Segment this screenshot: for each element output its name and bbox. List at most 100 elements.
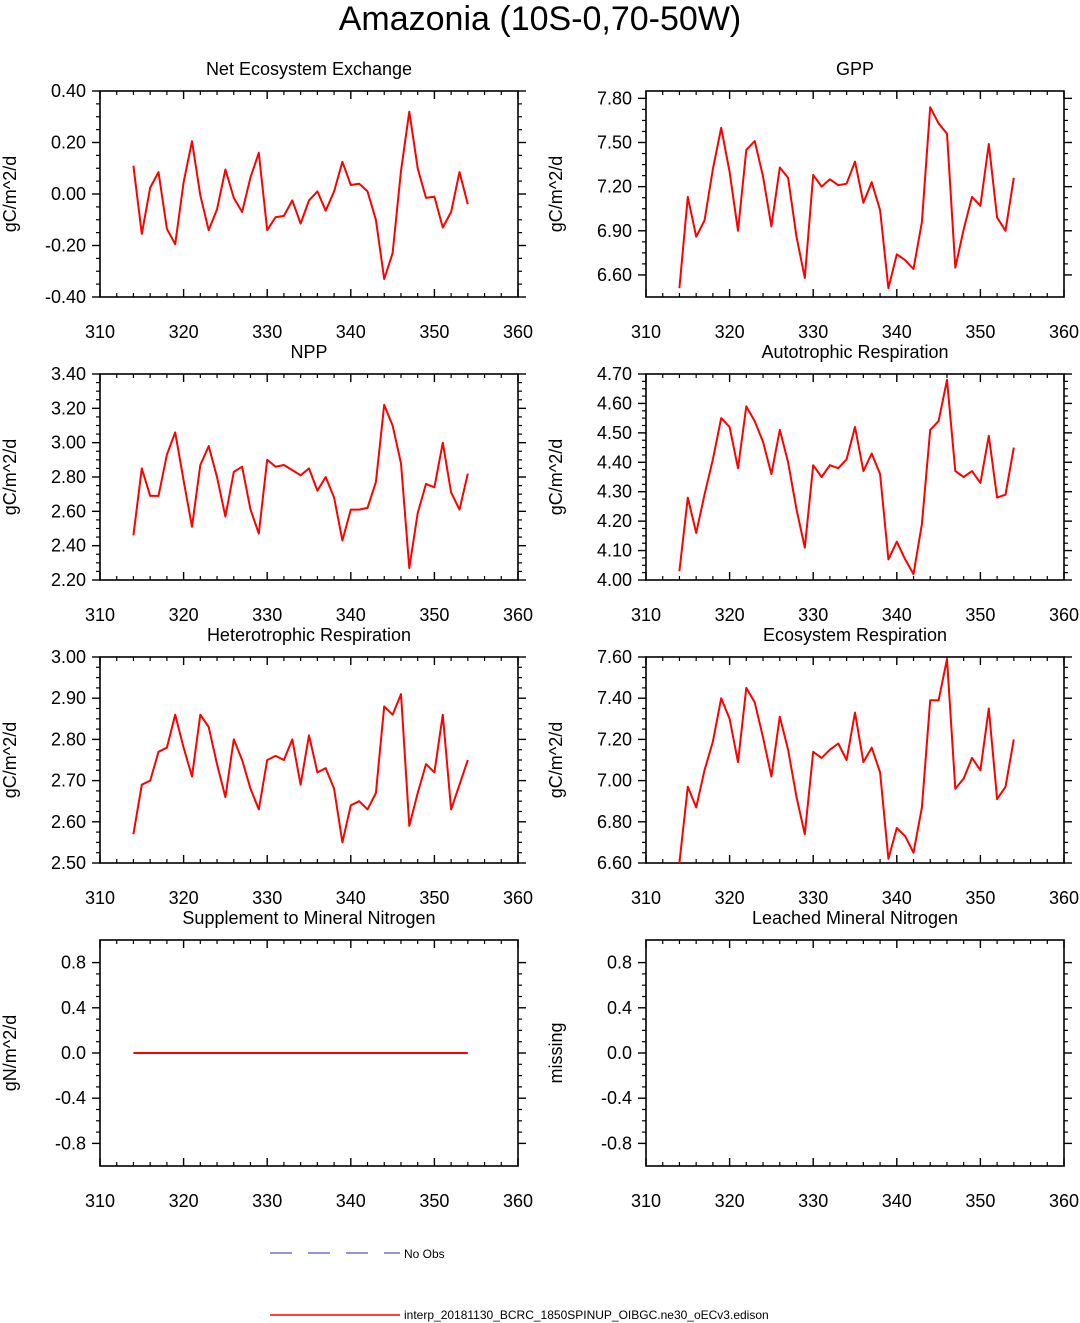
y-tick-label: -0.20 [45,236,86,256]
x-tick-label: 320 [715,888,745,908]
y-tick-label: 4.30 [597,482,632,502]
y-tick-label: 2.20 [51,570,86,590]
x-tick-label: 340 [882,888,912,908]
x-tick-label: 320 [169,605,199,625]
y-tick-label: -0.4 [55,1088,86,1108]
x-tick-label: 360 [1049,1191,1079,1211]
y-tick-label: -0.8 [601,1133,632,1153]
legend-label-model: interp_20181130_BCRC_1850SPINUP_OIBGC.ne… [404,1308,769,1322]
y-axis-label: missing [546,1022,566,1083]
x-tick-label: 340 [882,322,912,342]
x-tick-label: 360 [503,1191,533,1211]
x-tick-label: 350 [965,1191,995,1211]
x-tick-label: 340 [882,1191,912,1211]
y-tick-label: 7.60 [597,647,632,667]
chart-panel-6: Ecosystem Respiration gC/m^2/d 310 320 330 34… [546,625,1079,908]
y-tick-label: -0.8 [55,1133,86,1153]
y-tick-label: 2.60 [51,501,86,521]
panel-title: NPP [290,342,327,362]
x-tick-label: 350 [419,322,449,342]
x-tick-label: 310 [631,888,661,908]
y-tick-label: 4.70 [597,364,632,384]
x-tick-label: 330 [252,888,282,908]
y-tick-label: 0.8 [607,953,632,973]
x-tick-label: 320 [715,1191,745,1211]
y-tick-label: 7.50 [597,133,632,153]
x-tick-label: 310 [85,605,115,625]
x-tick-label: 330 [798,322,828,342]
y-tick-label: 4.20 [597,511,632,531]
series-line [132,110,469,280]
x-tick-label: 330 [252,605,282,625]
x-tick-label: 320 [169,1191,199,1211]
y-tick-label: 0.00 [51,184,86,204]
x-tick-label: 350 [965,888,995,908]
x-tick-label: 330 [252,1191,282,1211]
y-tick-label: 7.00 [597,771,632,791]
y-tick-label: 4.60 [597,393,632,413]
y-tick-label: 7.40 [597,688,632,708]
y-tick-label: 0.0 [61,1043,86,1063]
x-tick-label: 330 [252,322,282,342]
series-line [678,658,1015,864]
y-tick-label: 3.00 [51,647,86,667]
x-tick-label: 340 [336,605,366,625]
x-tick-label: 360 [503,888,533,908]
x-tick-label: 330 [798,888,828,908]
x-tick-label: 310 [85,322,115,342]
plot-frame [99,656,519,864]
chart-panel-4: Autotrophic Respiration gC/m^2/d 310 320 330… [546,342,1079,625]
chart-panel-3: NPP gC/m^2/d 310 320 330 340 350 360 2.20 2.40 2.6… [0,342,533,625]
x-tick-label: 360 [1049,605,1079,625]
panel-title: Ecosystem Respiration [763,625,947,645]
series-line [678,106,1015,290]
y-axis-label: gC/m^2/d [0,156,20,232]
chart-panel-2: GPP gC/m^2/d 310 320 330 340 350 360 6.60 6.90 7.2… [546,59,1079,342]
x-tick-label: 340 [882,605,912,625]
x-tick-label: 360 [503,605,533,625]
y-tick-label: 6.60 [597,265,632,285]
y-tick-label: 6.60 [597,853,632,873]
plot-frame [645,656,1065,864]
x-tick-label: 350 [419,1191,449,1211]
plot-frame [645,90,1065,298]
chart-panel-8: Leached Mineral Nitrogen missing 310 320 330… [546,908,1079,1211]
y-axis-label: gC/m^2/d [546,439,566,515]
x-tick-label: 320 [169,322,199,342]
y-tick-label: 0.4 [607,998,632,1018]
y-tick-label: 2.80 [51,729,86,749]
y-tick-label: 0.20 [51,133,86,153]
x-tick-label: 360 [1049,888,1079,908]
panel-title: Net Ecosystem Exchange [206,59,412,79]
legend-entry-no-obs: No Obs [270,1247,445,1261]
y-tick-label: 0.0 [607,1043,632,1063]
y-tick-label: 4.50 [597,423,632,443]
y-tick-label: 7.20 [597,729,632,749]
y-tick-label: -0.40 [45,287,86,307]
legend: No Obs interp_20181130_BCRC_1850SPINUP_O… [270,1247,769,1322]
y-tick-label: 3.20 [51,398,86,418]
y-axis-label: gC/m^2/d [0,722,20,798]
series-line [678,378,1015,576]
x-tick-label: 350 [965,322,995,342]
panel-title: Leached Mineral Nitrogen [752,908,958,928]
y-tick-label: 7.20 [597,177,632,197]
x-tick-label: 360 [503,322,533,342]
x-tick-label: 310 [631,605,661,625]
y-tick-label: 4.00 [597,570,632,590]
y-tick-label: 2.70 [51,771,86,791]
y-tick-label: 4.10 [597,541,632,561]
y-tick-label: 0.40 [51,81,86,101]
series-line [132,693,469,844]
x-tick-label: 320 [169,888,199,908]
y-tick-label: 6.80 [597,812,632,832]
y-tick-label: 3.40 [51,364,86,384]
panel-title: GPP [836,59,874,79]
y-tick-label: -0.4 [601,1088,632,1108]
legend-entry-model: interp_20181130_BCRC_1850SPINUP_OIBGC.ne… [270,1308,769,1322]
x-tick-label: 310 [631,322,661,342]
x-tick-label: 350 [419,605,449,625]
x-tick-label: 340 [336,322,366,342]
y-tick-label: 7.80 [597,88,632,108]
